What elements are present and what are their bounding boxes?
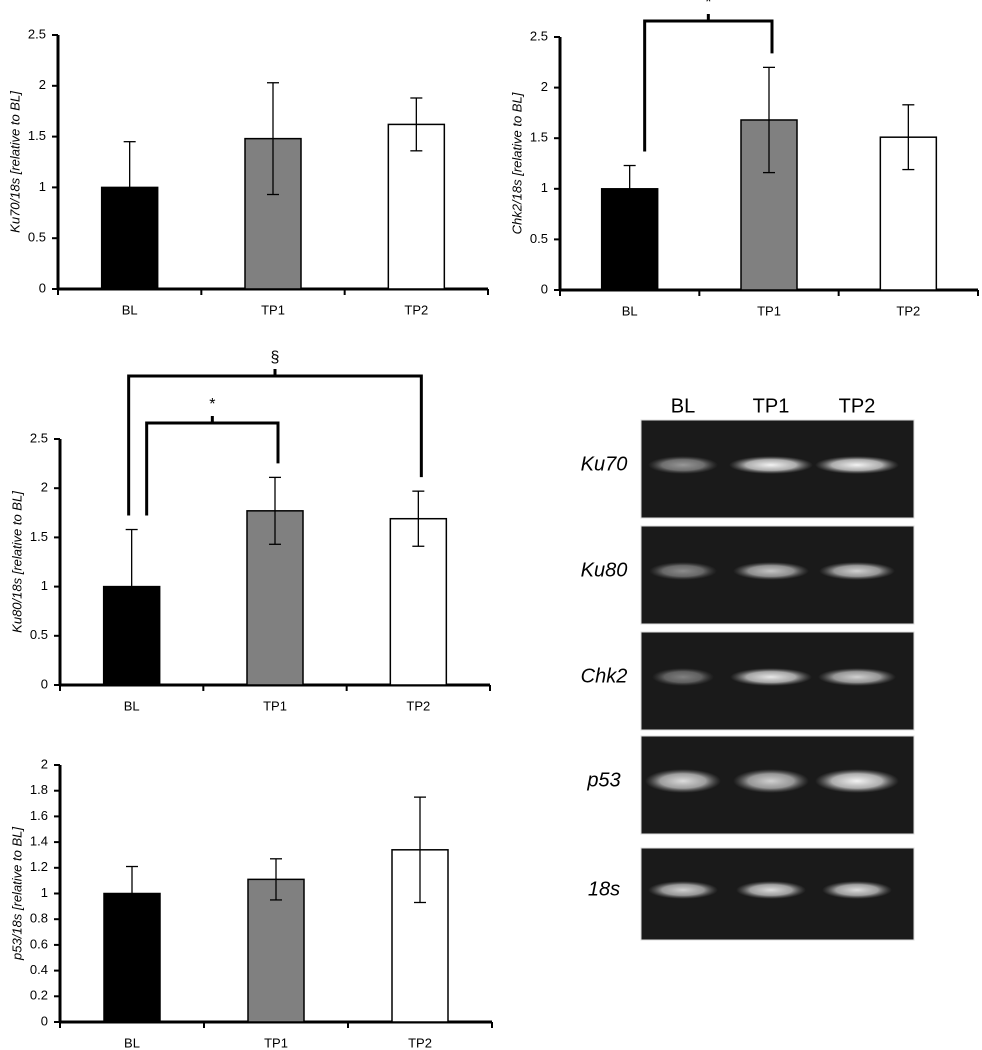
error-bar xyxy=(269,476,281,545)
y-axis-label: Ku70/18s [relative to BL] xyxy=(7,91,22,233)
gel-band xyxy=(729,456,813,474)
x-tick-label: TP1 xyxy=(261,302,285,317)
y-tick-label: 0.5 xyxy=(28,230,46,245)
y-tick-label: 2.5 xyxy=(530,28,548,43)
x-tick-label: TP2 xyxy=(896,303,920,318)
y-tick-label: 1.8 xyxy=(30,782,48,797)
y-tick-label: 0 xyxy=(541,281,548,296)
error-bar xyxy=(763,66,775,174)
gene-label: Ku80 xyxy=(581,559,628,581)
y-tick-label: 0.2 xyxy=(30,988,48,1003)
gel-band xyxy=(733,562,809,580)
gel-band xyxy=(648,456,718,474)
error-bar xyxy=(126,865,138,922)
y-tick-label: 1.5 xyxy=(30,529,48,544)
y-tick-label: 0 xyxy=(39,280,46,295)
x-tick-label: BL xyxy=(124,698,140,713)
y-axis-label: Ku80/18s [relative to BL] xyxy=(9,491,24,633)
gel-band xyxy=(815,769,899,793)
y-tick-label: 0.4 xyxy=(30,962,48,977)
y-tick-label: 1 xyxy=(41,578,48,593)
x-tick-label: BL xyxy=(122,302,138,317)
significance-label: * xyxy=(705,0,711,11)
error-bar xyxy=(125,528,138,645)
y-axis-label: Chk2/18s [relative to BL] xyxy=(509,92,524,234)
gel-band xyxy=(648,881,718,899)
gel-band xyxy=(733,769,809,793)
error-bar xyxy=(410,97,423,152)
gel-band xyxy=(649,562,717,580)
y-tick-label: 0.5 xyxy=(530,231,548,246)
bar xyxy=(247,878,305,1023)
y-tick-label: 2.5 xyxy=(30,430,48,445)
y-tick-label: 2 xyxy=(541,79,548,94)
gel-band xyxy=(730,668,812,686)
y-tick-label: 1.2 xyxy=(30,859,48,874)
x-tick-label: BL xyxy=(622,303,638,318)
x-tick-label: TP1 xyxy=(263,698,287,713)
gel-band xyxy=(815,456,899,474)
lane-label: BL xyxy=(671,395,695,417)
significance-label: * xyxy=(209,396,215,413)
x-tick-label: TP1 xyxy=(264,1035,288,1050)
error-bar xyxy=(267,82,279,196)
y-tick-label: 1 xyxy=(41,885,48,900)
y-tick-label: 1 xyxy=(39,179,46,194)
y-tick-label: 2 xyxy=(41,480,48,495)
significance-bracket xyxy=(145,421,280,516)
error-bar xyxy=(902,104,915,171)
error-bar xyxy=(123,141,136,234)
gel-band xyxy=(652,668,714,686)
x-tick-label: BL xyxy=(124,1035,140,1050)
y-tick-label: 0.8 xyxy=(30,911,48,926)
lane-label: TP2 xyxy=(839,395,876,417)
gene-label: p53 xyxy=(586,769,620,791)
x-tick-label: TP2 xyxy=(406,698,430,713)
x-tick-label: TP1 xyxy=(757,303,781,318)
y-tick-label: 0 xyxy=(41,676,48,691)
gel-band xyxy=(645,769,721,793)
error-bar xyxy=(270,858,282,901)
gel-band xyxy=(822,881,892,899)
y-tick-label: 1.6 xyxy=(30,808,48,823)
y-tick-label: 1.5 xyxy=(530,130,548,145)
x-tick-label: TP2 xyxy=(408,1035,432,1050)
y-tick-label: 2 xyxy=(41,756,48,771)
y-tick-label: 2 xyxy=(39,77,46,92)
y-axis-label: p53/18s [relative to BL] xyxy=(9,827,24,961)
x-tick-label: TP2 xyxy=(404,302,428,317)
y-tick-label: 2.5 xyxy=(28,26,46,41)
y-tick-label: 0.6 xyxy=(30,936,48,951)
gene-label: Chk2 xyxy=(581,665,628,687)
error-bar xyxy=(414,796,426,904)
y-tick-label: 0.5 xyxy=(30,627,48,642)
y-tick-label: 1.4 xyxy=(30,834,48,849)
y-tick-label: 1.5 xyxy=(28,128,46,143)
significance-label: § xyxy=(271,349,280,366)
error-bar xyxy=(412,490,425,547)
y-tick-label: 1 xyxy=(541,180,548,195)
y-tick-label: 0 xyxy=(41,1013,48,1028)
error-bar xyxy=(623,164,636,213)
gel-band xyxy=(819,562,895,580)
gene-label: Ku70 xyxy=(581,453,628,475)
gel-band xyxy=(818,668,896,686)
lane-label: TP1 xyxy=(753,395,790,417)
gel-band xyxy=(736,881,806,899)
gene-label: 18s xyxy=(588,878,620,900)
